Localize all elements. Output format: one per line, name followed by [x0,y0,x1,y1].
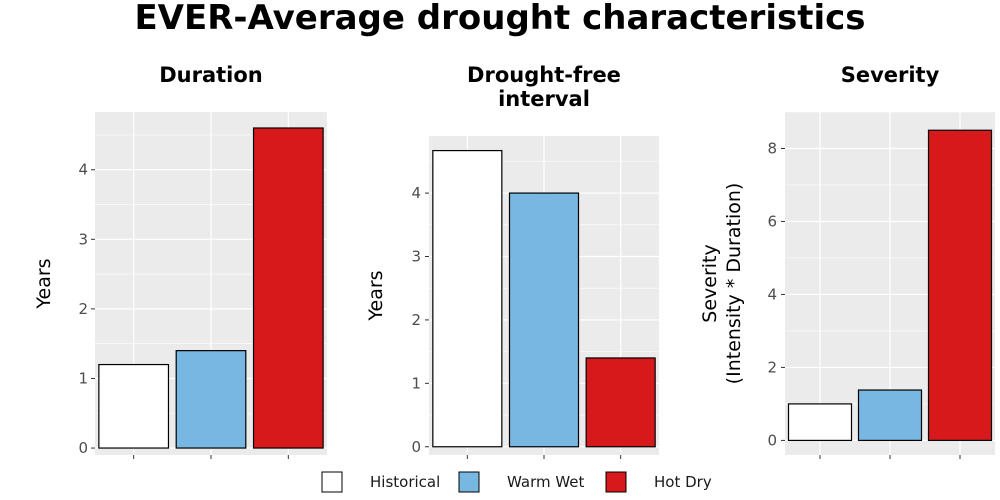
y-axis-label: Years [365,270,387,321]
page-title: EVER-Average drought characteristics [134,0,866,38]
y-tick-label: 1 [411,374,421,392]
bar-warm-wet [508,192,580,448]
bar-hot-dry [585,357,656,448]
y-tick-label: 0 [767,431,777,449]
bar-hot-dry [927,129,993,442]
bar-hot-dry [252,127,324,449]
panel-title: Duration [159,63,263,87]
y-axis-label: (Intensity * Duration) [723,183,745,385]
legend-label-historical: Historical [370,473,440,491]
y-axis-label: Severity [699,244,721,322]
bar-warm-wet [857,389,923,442]
y-tick-label: 6 [767,212,777,230]
y-tick-label: 4 [767,285,777,303]
legend-swatch-hot-dry [605,471,627,493]
y-axis-label: Years [33,258,55,309]
legend-label-warm-wet: Warm Wet [507,473,585,491]
y-tick-label: 4 [411,184,421,202]
y-tick-label: 0 [78,439,88,457]
bar-historical [787,403,853,442]
y-tick-label: 2 [78,300,88,318]
y-tick-label: 4 [78,161,88,179]
panel-title: Severity [841,63,940,87]
y-tick-label: 2 [767,358,777,376]
bar-warm-wet [175,350,247,449]
bar-historical [98,363,170,449]
legend: Historical Warm Wet Hot Dry [321,471,712,493]
legend-label-hot-dry: Hot Dry [654,473,712,491]
panel-title: Drought-free [467,63,621,87]
y-tick-label: 1 [78,369,88,387]
chart-panel-1: 0 1 2 3 4 Duration Years [33,63,327,459]
y-tick-label: 0 [411,438,421,456]
y-tick-label: 8 [767,139,777,157]
panel-title: interval [498,87,590,111]
legend-swatch-historical [321,471,343,493]
y-tick-label: 3 [78,230,88,248]
bar-historical [432,149,503,448]
y-tick-label: 2 [411,311,421,329]
y-tick-label: 3 [411,247,421,265]
legend-swatch-warm-wet [458,471,480,493]
